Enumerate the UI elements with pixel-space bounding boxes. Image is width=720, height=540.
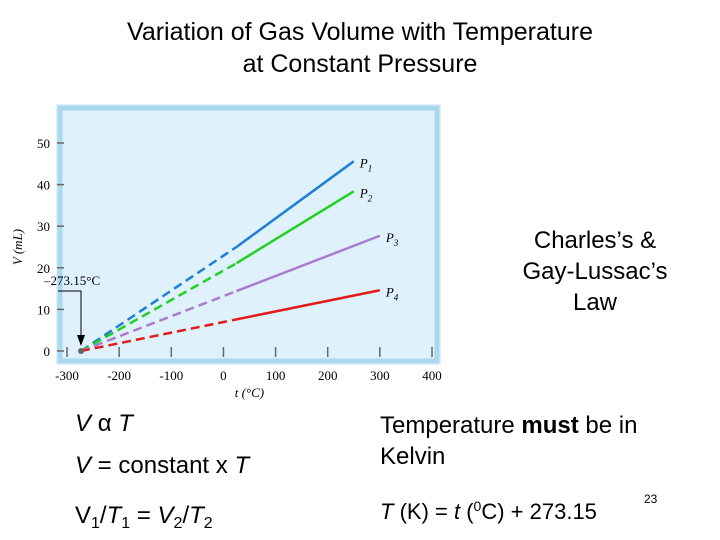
kelvin-zero: 0 bbox=[473, 498, 482, 514]
ratio-formula: V1/T1 = V2/T2 bbox=[75, 502, 213, 532]
series-label-sub: 3 bbox=[393, 238, 399, 248]
series-P2-measured bbox=[235, 190, 355, 265]
x-tick-label: -100 bbox=[159, 368, 183, 383]
page-number: 23 bbox=[644, 492, 658, 506]
eq-t: T bbox=[234, 452, 250, 479]
note-pre: Temperature bbox=[380, 412, 522, 439]
note-post: be in Kelvin bbox=[380, 412, 638, 470]
law-line-2: Gay-Lussac’s bbox=[522, 258, 668, 285]
ratio-slash-2: / bbox=[182, 502, 190, 529]
title-line-1: Variation of Gas Volume with Temperature bbox=[127, 18, 593, 46]
kelvin-k: (K) = bbox=[393, 499, 454, 524]
x-axis-label: t (°C) bbox=[235, 385, 264, 400]
title-line-2: at Constant Pressure bbox=[242, 50, 478, 78]
y-tick-label: 30 bbox=[37, 219, 50, 234]
constant-formula: V = constant x T bbox=[75, 452, 249, 480]
note-bold: must bbox=[521, 412, 579, 439]
ratio-sub-1b: 1 bbox=[121, 515, 131, 532]
slide-title: Variation of Gas Volume with Temperature… bbox=[0, 16, 720, 80]
annotation-arrow-head bbox=[77, 335, 86, 346]
law-line-1: Charles’s & bbox=[533, 227, 657, 254]
y-tick-label: 0 bbox=[44, 344, 51, 359]
x-tick-label: -200 bbox=[107, 368, 131, 383]
kelvin-note: Temperature must be in Kelvin bbox=[380, 410, 680, 472]
x-tick-label: 200 bbox=[318, 368, 338, 383]
ratio-equals: = bbox=[130, 502, 158, 529]
y-tick-label: 50 bbox=[37, 136, 50, 151]
kelvin-t: T bbox=[380, 499, 394, 524]
ratio-slash-1: / bbox=[99, 502, 107, 529]
ratio-sub-1a: 1 bbox=[91, 515, 100, 532]
proportional-symbol: α bbox=[97, 410, 112, 437]
ratio-v1: V bbox=[75, 502, 92, 529]
proportionality-formula: V α T bbox=[75, 410, 133, 438]
law-line-3: Law bbox=[572, 289, 618, 316]
eq-middle: = constant x bbox=[91, 452, 235, 479]
series-P1-extrapolated bbox=[80, 245, 238, 353]
ratio-sub-2a: 2 bbox=[173, 515, 183, 532]
formula-v: V bbox=[75, 410, 92, 437]
series-label-sub: 4 bbox=[394, 292, 399, 302]
y-axis-label: V (mL) bbox=[10, 229, 25, 265]
convergence-point bbox=[78, 348, 85, 354]
series-layer bbox=[80, 160, 381, 353]
eq-v: V bbox=[75, 452, 92, 479]
tick-marks bbox=[57, 142, 433, 357]
kelvin-conversion: T (K) = t (0C) + 273.15 bbox=[380, 498, 597, 526]
kelvin-t2: t bbox=[453, 499, 461, 524]
ratio-v2: V bbox=[157, 502, 174, 529]
gas-volume-chart: 0 10 20 30 40 50 -300 -200 -100 0 100 200 300 400 t (°… bbox=[10, 104, 442, 400]
x-tick-label: -300 bbox=[55, 368, 79, 383]
series-P2-extrapolated bbox=[80, 262, 238, 353]
y-tick-label: 20 bbox=[37, 261, 50, 276]
y-tick-label: 10 bbox=[37, 302, 50, 317]
ratio-t1: T bbox=[106, 502, 122, 529]
y-tick-label: 40 bbox=[37, 178, 50, 193]
series-label-sub: 1 bbox=[368, 163, 373, 173]
x-tick-label: 100 bbox=[266, 368, 286, 383]
ratio-sub-2b: 2 bbox=[203, 515, 213, 532]
x-tick-label: 400 bbox=[422, 368, 442, 383]
annotation-arrow-line bbox=[58, 290, 82, 337]
series-P1-measured bbox=[235, 160, 355, 249]
axis-labels: 0 10 20 30 40 50 -300 -200 -100 0 100 200 300 400 t (°… bbox=[10, 136, 442, 400]
law-name: Charles’s & Gay-Lussac’s Law bbox=[490, 225, 700, 318]
plot-background bbox=[56, 104, 441, 365]
formula-t: T bbox=[118, 410, 133, 437]
series-label-sub: 2 bbox=[368, 193, 373, 203]
series-P3-measured bbox=[236, 234, 381, 293]
x-tick-label: 0 bbox=[220, 368, 227, 383]
plot-border bbox=[57, 105, 440, 364]
kelvin-rest: C) + 273.15 bbox=[481, 499, 597, 524]
x-tick-label: 300 bbox=[370, 368, 390, 383]
ratio-t2: T bbox=[189, 502, 204, 529]
series-P4-extrapolated bbox=[80, 318, 237, 353]
series-P4-measured bbox=[236, 289, 381, 321]
absolute-zero-label: –273.15°C bbox=[43, 273, 100, 288]
kelvin-open: ( bbox=[460, 499, 474, 524]
